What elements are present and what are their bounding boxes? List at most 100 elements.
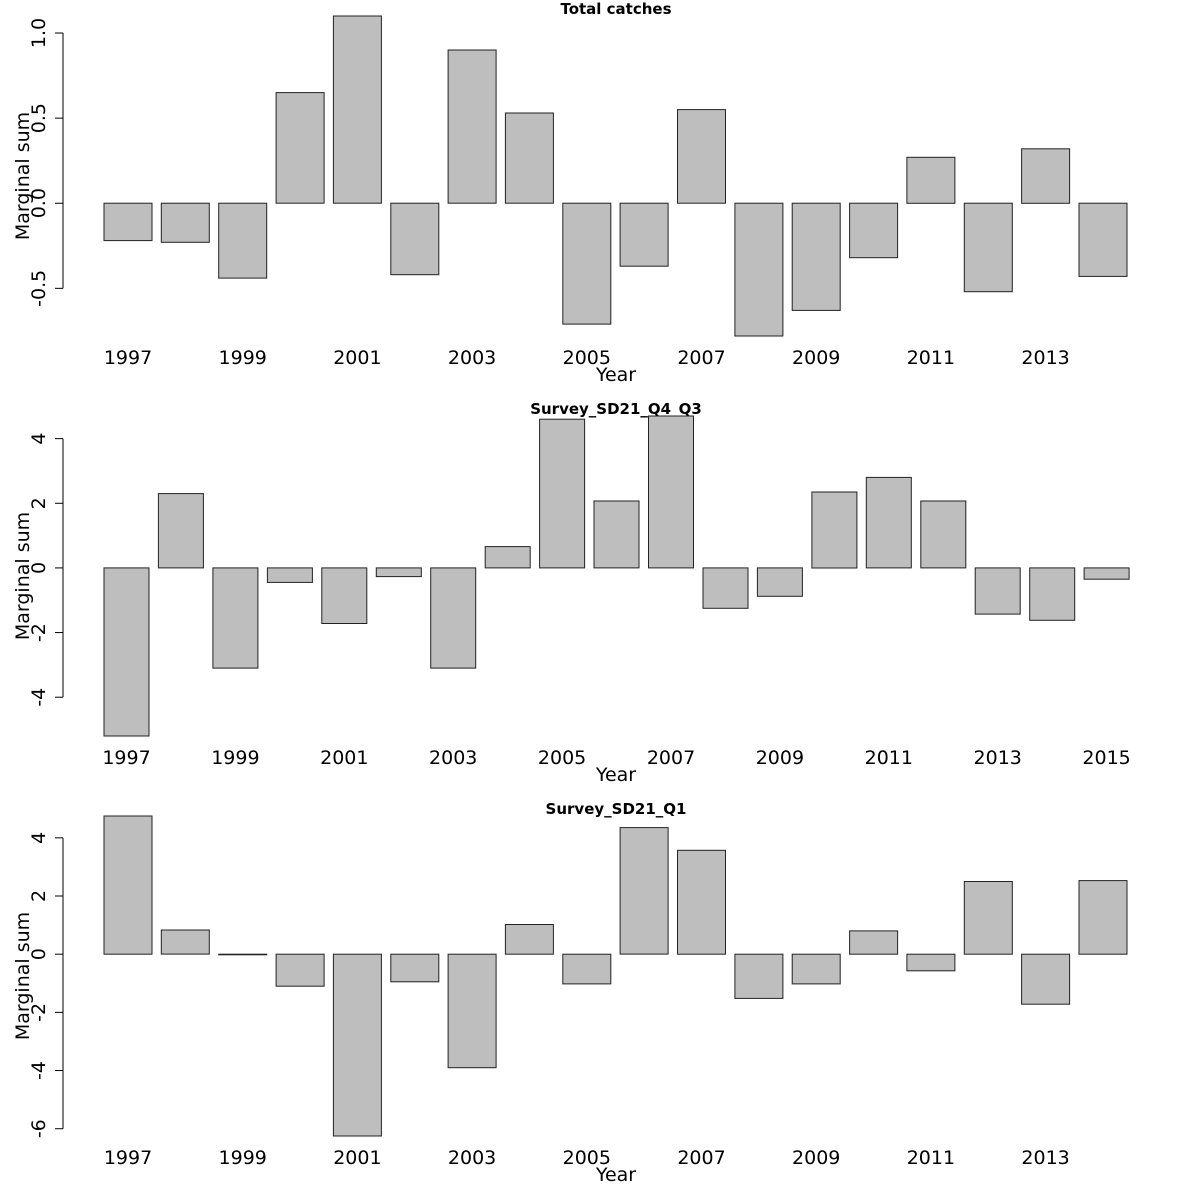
x-tick-label: 2009 (756, 747, 804, 769)
x-tick-label: 1997 (102, 747, 150, 769)
bar-1998 (160, 929, 210, 955)
bar-1997 (103, 815, 153, 955)
bar-2012 (963, 881, 1013, 955)
y-tick-label: 0.5 (28, 103, 50, 133)
bar-2006 (619, 827, 669, 955)
bar-2003 (447, 953, 497, 1069)
bar-1998 (160, 202, 210, 243)
bar-2004 (484, 546, 531, 569)
chart-panel-survey-sd21-q4-q3: Survey_SD21_Q4_Q3 Marginal sum Year -4 -2… (12, 400, 1131, 786)
y-tick-label: 4 (28, 433, 50, 445)
y-tick-label: 2 (28, 890, 50, 902)
bar-2014 (1078, 880, 1128, 955)
x-tick-label: 2011 (907, 347, 955, 369)
bar-1999 (218, 953, 268, 956)
bar-2011 (906, 156, 956, 204)
bar-2007 (677, 849, 726, 955)
bar-2014 (1078, 202, 1128, 277)
x-tick-label: 2011 (907, 1147, 955, 1169)
bar-2000 (266, 567, 313, 583)
y-tick-label: -4 (28, 1061, 50, 1080)
x-tick-label: 1999 (219, 347, 267, 369)
chart-title: Survey_SD21_Q1 (546, 800, 687, 818)
y-tick-label: 4 (28, 832, 50, 844)
bar-1998 (157, 493, 204, 569)
y-tick-label: -2 (28, 1003, 50, 1022)
x-axis-title: Year (595, 364, 636, 386)
y-tick-label: 0 (28, 948, 50, 960)
bar-2010 (811, 491, 858, 569)
bar-2012 (963, 202, 1013, 293)
bar-1997 (103, 567, 150, 737)
bar-2005 (562, 953, 612, 985)
bar-2008 (734, 202, 784, 337)
bar-2011 (865, 476, 912, 569)
bar-2011 (906, 953, 956, 972)
x-tick-label: 1999 (211, 747, 259, 769)
bar-2001 (332, 15, 382, 204)
x-axis-title: Year (595, 1164, 636, 1186)
bar-2001 (332, 953, 382, 1137)
bar-2000 (275, 92, 325, 204)
y-tick-label: 1.0 (28, 18, 50, 48)
bar-2010 (849, 202, 899, 259)
x-tick-label: 2009 (792, 347, 840, 369)
y-axis-title: Marginal sum (12, 912, 34, 1040)
bar-2004 (504, 924, 554, 955)
bar-2014 (1029, 567, 1076, 621)
bar-2013 (1021, 148, 1071, 204)
bar-2005 (539, 418, 586, 569)
bar-2015 (1083, 567, 1130, 580)
y-axis-title: Marginal sum (12, 112, 34, 240)
y-tick-label: -0.5 (28, 270, 50, 307)
bar-2005 (562, 202, 612, 325)
y-tick-label: -6 (28, 1119, 50, 1138)
bar-2013 (1021, 953, 1071, 1005)
bar-2009 (791, 202, 841, 311)
x-tick-label: 2013 (974, 747, 1022, 769)
bar-2013 (974, 567, 1021, 615)
chart-title: Total catches (560, 0, 671, 18)
chart-title: Survey_SD21_Q4_Q3 (530, 400, 702, 418)
bar-2008 (702, 567, 749, 609)
y-tick-label: -4 (28, 688, 50, 707)
bar-2009 (756, 567, 803, 597)
x-tick-label: 2001 (333, 347, 381, 369)
bar-2012 (920, 500, 967, 569)
x-tick-label: 2005 (563, 347, 611, 369)
x-tick-label: 2009 (792, 1147, 840, 1169)
bar-2006 (593, 500, 640, 569)
y-tick-label: 2 (28, 497, 50, 509)
x-axis-title: Year (595, 764, 636, 786)
y-tick-label: 0.0 (28, 188, 50, 218)
chart-panel-total-catches: Total catches Marginal sum Year -0.5 0.0 0… (12, 0, 1128, 386)
x-tick-label: 2007 (677, 347, 725, 369)
x-tick-label: 2013 (1021, 347, 1069, 369)
bar-1999 (218, 202, 268, 279)
x-tick-label: 2015 (1082, 747, 1130, 769)
bar-2002 (390, 953, 440, 983)
x-tick-label: 2003 (448, 347, 496, 369)
bar-2003 (430, 567, 477, 669)
y-tick-label: -2 (28, 623, 50, 642)
bar-2004 (504, 112, 554, 204)
x-tick-label: 2005 (563, 1147, 611, 1169)
x-tick-label: 2007 (677, 1147, 725, 1169)
bar-2002 (375, 567, 422, 578)
bar-2000 (275, 953, 325, 987)
x-tick-label: 2001 (333, 1147, 381, 1169)
bar-2009 (791, 953, 841, 985)
bar-2007 (648, 415, 694, 569)
x-tick-label: 2003 (448, 1147, 496, 1169)
x-tick-label: 2013 (1021, 1147, 1069, 1169)
bar-2006 (619, 202, 669, 267)
bar-2008 (734, 953, 784, 999)
x-tick-label: 1999 (219, 1147, 267, 1169)
bar-2002 (390, 202, 440, 276)
bar-2003 (447, 49, 497, 204)
bar-2007 (677, 109, 726, 204)
bar-1997 (103, 202, 153, 242)
x-tick-label: 2007 (647, 747, 695, 769)
bar-1999 (212, 567, 259, 669)
